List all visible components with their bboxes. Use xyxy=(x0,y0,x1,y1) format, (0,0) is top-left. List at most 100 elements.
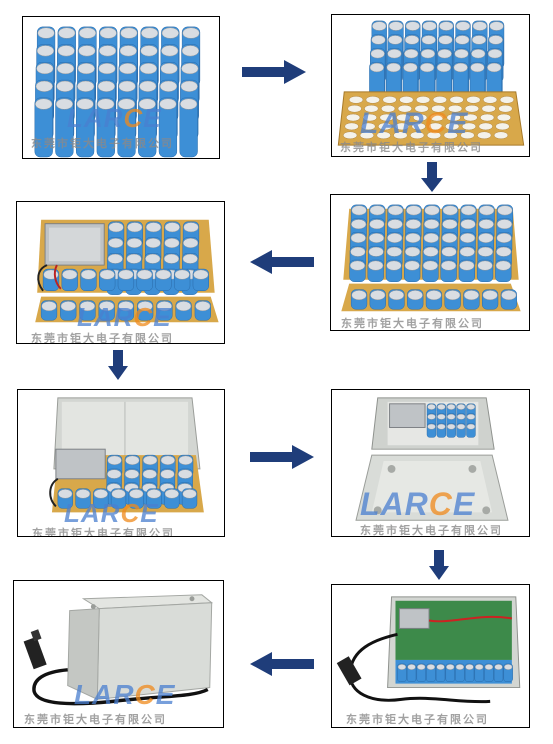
battery-cell-top xyxy=(62,269,78,280)
battery-cell-top xyxy=(487,49,503,59)
holder-hole xyxy=(432,96,448,104)
watermark-company: 东莞市钜大电子有限公司 xyxy=(24,713,167,726)
battery-cell-top xyxy=(460,205,477,216)
battery-cell-top xyxy=(58,27,76,39)
battery-cell-top xyxy=(93,489,108,499)
holder-hole xyxy=(347,104,362,113)
holder-hole xyxy=(342,131,358,140)
battery-cell-top xyxy=(455,664,465,670)
battery-cell-top xyxy=(471,35,487,45)
battery-cell-top xyxy=(460,219,476,230)
battery-cell-top xyxy=(174,269,190,280)
battery-cell-top xyxy=(350,232,366,243)
battery-cell-top xyxy=(472,21,487,31)
battery-cell-top xyxy=(351,219,367,230)
battery-cell-top xyxy=(405,219,421,230)
battery-cell-top xyxy=(501,290,517,301)
battery-cell-top xyxy=(161,27,179,39)
battery-cell-top xyxy=(164,489,179,499)
battery-cell-top xyxy=(163,253,180,264)
battery-cell-top xyxy=(471,49,486,59)
holder-hole xyxy=(478,122,493,131)
battery-cell-top xyxy=(108,238,124,248)
battery-cell-top xyxy=(117,98,136,110)
battery-cell xyxy=(96,97,115,158)
battery-cell-top xyxy=(182,489,197,499)
battery-cell-top xyxy=(369,62,385,73)
step-3-panel: 东莞市钜大电子有限公司 xyxy=(330,194,530,331)
battery-cell xyxy=(75,97,95,158)
cells-with-holder-image xyxy=(337,20,525,146)
battery-cell-top xyxy=(495,260,511,271)
pack-with-bms-image xyxy=(35,219,219,323)
battery-cell-top xyxy=(125,455,140,465)
battery-cell-top xyxy=(440,260,457,271)
arrow-down-icon xyxy=(421,162,443,192)
battery-cell-top xyxy=(195,301,211,312)
battery-cell-top xyxy=(108,222,124,233)
holder-hole xyxy=(415,96,431,104)
battery-cell-top xyxy=(404,49,419,59)
step-6-panel: LARCE 东莞市钜大电子有限公司 xyxy=(331,389,530,537)
battery-cell-top xyxy=(387,49,402,59)
wired-pack-in-case-image xyxy=(336,596,521,704)
battery-cell-top xyxy=(397,664,407,670)
watermark-company: 东莞市钜大电子有限公司 xyxy=(32,527,175,537)
battery-cell-top xyxy=(487,62,502,73)
battery-cell-top xyxy=(77,80,95,92)
holder-hole xyxy=(460,131,475,140)
step-5-panel: LARCE 东莞市钜大电子有限公司 xyxy=(17,389,225,537)
battery-cell-top xyxy=(124,469,140,479)
battery-cell-top xyxy=(119,45,137,57)
battery-cell-top xyxy=(56,80,74,92)
holder-hole xyxy=(446,113,461,122)
holder-hole xyxy=(463,113,478,122)
battery-cell-top xyxy=(98,45,117,57)
holder-hole xyxy=(362,113,378,122)
battery-cell-top xyxy=(386,260,402,271)
holder-hole xyxy=(496,113,512,122)
holder-hole xyxy=(431,104,446,113)
battery-cell-top xyxy=(407,290,423,301)
battery-cell-top xyxy=(478,219,494,230)
battery-cell-top xyxy=(155,269,172,280)
battery-cell-top xyxy=(424,205,440,216)
battery-cell-top xyxy=(417,664,426,670)
battery-cell-top xyxy=(140,27,159,39)
step-4-panel: LARCE 东莞市钜大电子有限公司 xyxy=(16,201,225,344)
step-2-panel: LARCE 东莞市钜大电子有限公司 xyxy=(331,14,530,157)
battery-cell-top xyxy=(504,664,513,670)
battery-cell-top xyxy=(370,290,386,301)
holder-hole xyxy=(412,113,428,122)
holder-hole xyxy=(428,122,443,131)
battery-cell-top xyxy=(370,49,385,59)
watermark-logo: LARCE xyxy=(67,103,162,133)
battery-cell-top xyxy=(99,269,115,280)
battery-cell-top xyxy=(178,469,193,479)
watermark-company: 东莞市钜大电子有限公司 xyxy=(31,137,174,150)
battery-cell-top xyxy=(447,404,456,410)
holder-hole xyxy=(345,113,361,122)
battery-cell-top xyxy=(405,21,420,31)
battery-cell-top xyxy=(466,404,476,410)
holder-hole xyxy=(377,122,393,131)
battery-cell-top xyxy=(459,260,475,271)
battery-cell-top xyxy=(146,489,162,499)
battery-cell-top xyxy=(80,269,97,280)
holder-hole xyxy=(414,104,429,113)
battery-cell-top xyxy=(180,80,198,92)
battery-cell-top xyxy=(145,238,161,248)
battery-cell-top xyxy=(419,62,435,73)
arrow-right-icon xyxy=(242,60,306,84)
holder-hole xyxy=(495,122,510,131)
arrow-down-icon xyxy=(429,550,449,580)
battery-cell-top xyxy=(118,301,134,312)
holder-hole xyxy=(480,113,495,122)
battery-cell-top xyxy=(456,423,466,430)
battery-cell-top xyxy=(164,222,180,233)
battery-cell-top xyxy=(446,664,455,670)
battery-cell-top xyxy=(76,98,94,110)
battery-cell-top xyxy=(478,232,494,243)
battery-cell-top xyxy=(422,260,439,271)
battery-cell-top xyxy=(496,232,512,243)
